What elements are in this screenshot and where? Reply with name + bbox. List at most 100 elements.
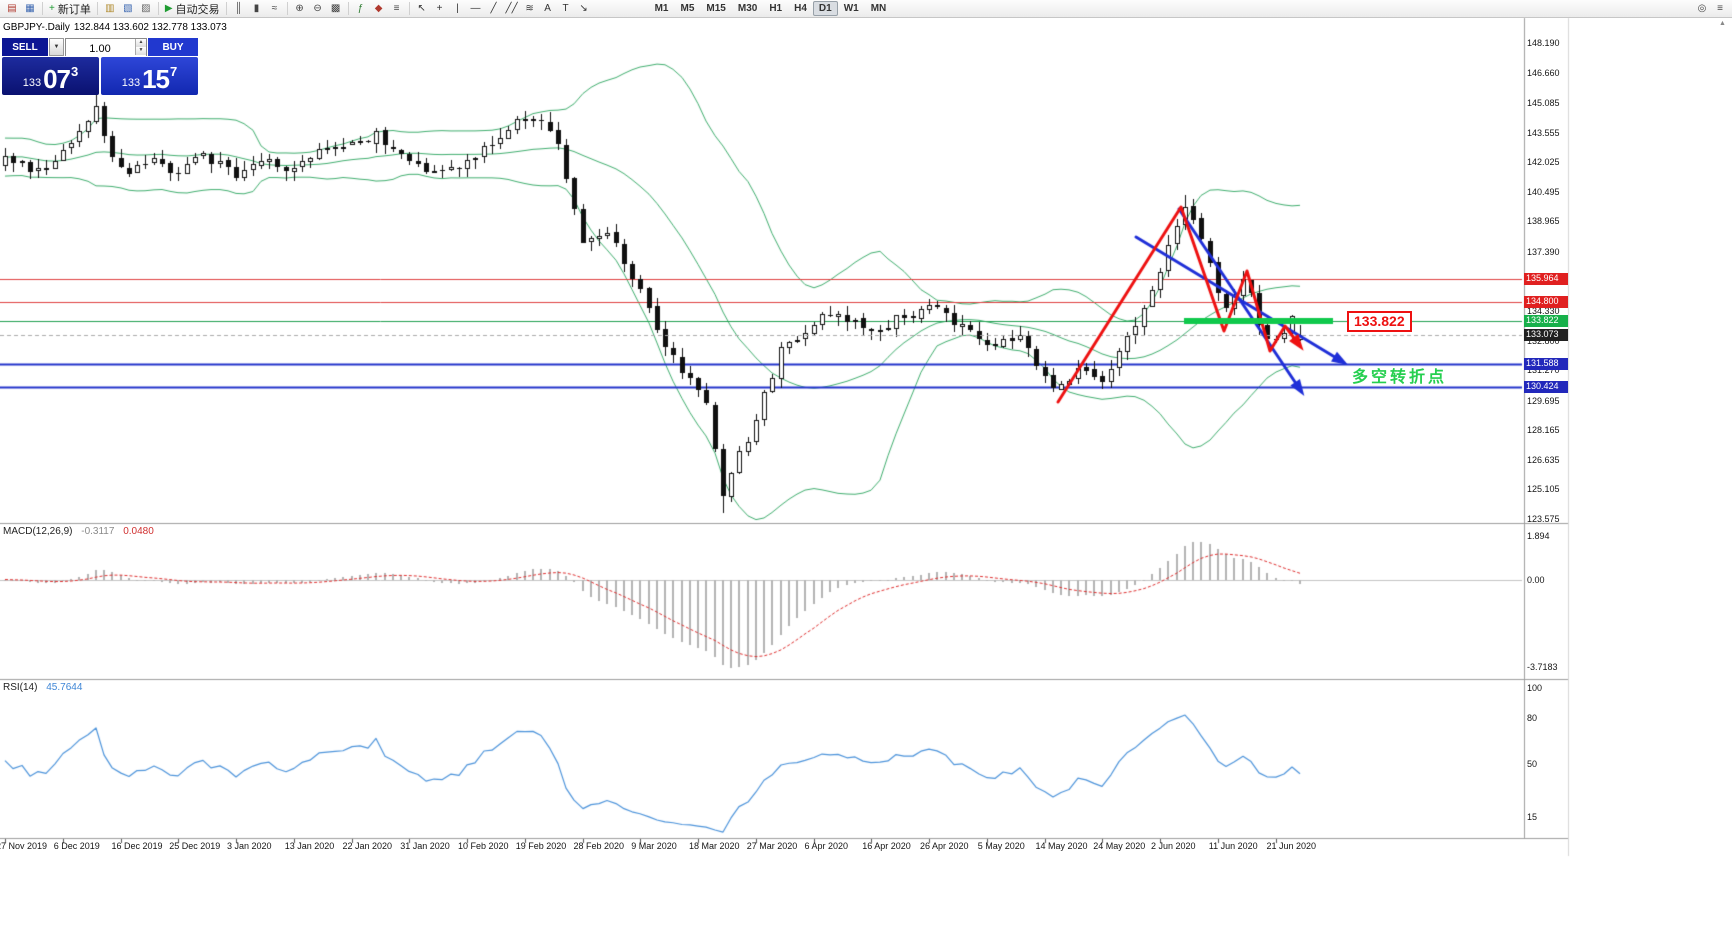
buy-button[interactable]: BUY	[148, 38, 198, 56]
scroll-up-icon[interactable]: ▲	[1719, 20, 1726, 27]
date-label: 25 Dec 2019	[169, 841, 221, 851]
macd-scale-label: -3.7183	[1527, 661, 1558, 672]
fibonacci-icon: ≋	[525, 2, 534, 14]
indicators-icon[interactable]: ƒ	[352, 1, 370, 17]
candlestick-icon: ▮	[253, 2, 260, 14]
arrow-object-icon: ↘	[579, 2, 588, 14]
timeframe-h4[interactable]: H4	[794, 3, 807, 14]
trendline-icon: ╱	[490, 2, 497, 14]
chevron-down-icon: ▼	[53, 44, 60, 50]
timeframe-m5[interactable]: M5	[680, 3, 695, 14]
date-label: 26 Apr 2020	[920, 841, 969, 851]
volume-up-icon[interactable]: ▲	[136, 39, 146, 47]
volume-down-icon[interactable]: ▼	[136, 47, 146, 55]
search-icon: ◎	[1697, 2, 1707, 14]
price-scale-label: 137.390	[1527, 246, 1560, 257]
date-label: 16 Apr 2020	[862, 841, 911, 851]
horizontal-line-icon: —	[470, 2, 481, 14]
macd-scale-label: 1.894	[1527, 530, 1550, 541]
text-icon[interactable]: A	[539, 1, 557, 17]
price-tag: 131.588	[1524, 358, 1568, 371]
line-chart-icon[interactable]: ≈	[266, 1, 284, 17]
channel-icon[interactable]: ╱╱	[503, 1, 521, 17]
new-order-button[interactable]: + 新订单	[46, 1, 94, 17]
autotrading-icon: ▶	[164, 2, 173, 14]
fibonacci-icon[interactable]: ≋	[521, 1, 539, 17]
menu-icon[interactable]: ≡	[1711, 1, 1729, 17]
trendline-icon[interactable]: ╱	[485, 1, 503, 17]
price-scale-label: 138.965	[1527, 216, 1560, 227]
timeframe-mn[interactable]: MN	[870, 3, 887, 14]
zoom-out-icon[interactable]: ⊖	[309, 1, 327, 17]
sell-price-sup: 3	[71, 64, 79, 79]
date-label: 3 Jan 2020	[227, 841, 272, 851]
label-icon: T	[562, 2, 569, 14]
terminal-icon[interactable]: ▨	[137, 1, 155, 17]
terminal-icon: ▨	[141, 2, 151, 14]
timeframe-m15[interactable]: M15	[706, 3, 726, 14]
menu-icon: ≡	[1717, 2, 1723, 14]
price-scale-label: 123.575	[1527, 514, 1560, 524]
price-scale-label: 143.555	[1527, 127, 1560, 138]
date-label: 31 Jan 2020	[400, 841, 450, 851]
trade-panel-top-row: SELL ▼ ▲ ▼ BUY	[2, 38, 198, 57]
order-type-dropdown[interactable]: ▼	[49, 38, 64, 56]
date-label: 16 Dec 2019	[111, 841, 163, 851]
templates-icon[interactable]: ≡	[388, 1, 406, 17]
crosshair-icon[interactable]: +	[431, 1, 449, 17]
price-tag: 133.073	[1524, 329, 1568, 342]
sell-quote-button[interactable]: 133 07 3	[2, 57, 99, 95]
autotrading-button-label: 自动交易	[175, 3, 220, 16]
cursor-icon: ↖	[417, 2, 426, 14]
buy-quote-button[interactable]: 133 15 7	[101, 57, 198, 95]
chart-ohlc-header: GBPJPY-.Daily 132.844 133.602 132.778 133…	[3, 22, 231, 33]
bar-chart-icon[interactable]: ║	[230, 1, 248, 17]
chart-profiles-icon[interactable]: ▦	[21, 1, 39, 17]
horizontal-line-icon[interactable]: —	[467, 1, 485, 17]
date-label: 6 Dec 2019	[53, 841, 100, 851]
date-label: 2 Jun 2020	[1151, 841, 1196, 851]
date-label: 14 May 2020	[1035, 841, 1088, 851]
vertical-line-icon[interactable]: |	[449, 1, 467, 17]
market-watch-icon[interactable]: ▥	[101, 1, 119, 17]
zoom-in-icon[interactable]: ⊕	[291, 1, 309, 17]
timeframe-m1[interactable]: M1	[654, 3, 669, 14]
price-scale-label: 145.085	[1527, 98, 1560, 109]
timeframe-d1[interactable]: D1	[812, 1, 838, 16]
toolbar-right-group: ◎ ≡	[1693, 1, 1729, 17]
price-level-callout[interactable]: 133.822	[1347, 311, 1412, 332]
price-scale-label: 128.165	[1527, 425, 1560, 436]
chart-profiles-icon: ▦	[25, 2, 35, 14]
arrange-windows-icon[interactable]: ▩	[327, 1, 345, 17]
buy-price-sup: 7	[170, 64, 178, 79]
date-label: 27 Mar 2020	[746, 841, 798, 851]
new-chart-icon[interactable]: ▤	[3, 1, 21, 17]
date-label: 28 Feb 2020	[573, 841, 625, 851]
objects-icon[interactable]: ◆	[370, 1, 388, 17]
volume-field: ▲ ▼	[65, 38, 147, 57]
date-label: 6 Apr 2020	[804, 841, 849, 851]
timeframe-m30[interactable]: M30	[737, 3, 758, 14]
new-order-icon: +	[49, 2, 55, 14]
buy-price-prefix: 133	[121, 77, 141, 89]
rsi-scale-label: 100	[1527, 683, 1543, 693]
toolbar: ▤ ▦ + 新订单 ▥ ▧ ▨ ▶ 自动交易 ║ ▮ ≈ ⊕ ⊖ ▩ ƒ ◆ ≡ ↖ + | — ╱ ╱╱ ≋ A T ↘ M1 M5 M1…	[0, 0, 1732, 18]
arrow-object-icon[interactable]: ↘	[575, 1, 593, 17]
price-scale-label: 134.330	[1527, 306, 1560, 317]
sell-button[interactable]: SELL	[2, 38, 48, 56]
macd-indicator-header: MACD(12,26,9) -0.3117 0.0480	[3, 526, 154, 537]
toolbar-separator	[42, 2, 43, 15]
volume-input[interactable]	[66, 41, 146, 57]
pivot-annotation-text[interactable]: 多空转折点	[1352, 369, 1448, 386]
autotrading-button[interactable]: ▶ 自动交易	[162, 1, 223, 17]
candlestick-icon[interactable]: ▮	[248, 1, 266, 17]
macd-main-value: -0.3117	[81, 526, 115, 537]
data-window-icon[interactable]: ▧	[119, 1, 137, 17]
search-icon[interactable]: ◎	[1693, 1, 1711, 17]
timeframe-w1[interactable]: W1	[843, 3, 859, 14]
arrange-windows-icon: ▩	[330, 2, 341, 14]
label-icon[interactable]: T	[557, 1, 575, 17]
timeframe-h1[interactable]: H1	[769, 3, 783, 14]
cursor-icon[interactable]: ↖	[413, 1, 431, 17]
